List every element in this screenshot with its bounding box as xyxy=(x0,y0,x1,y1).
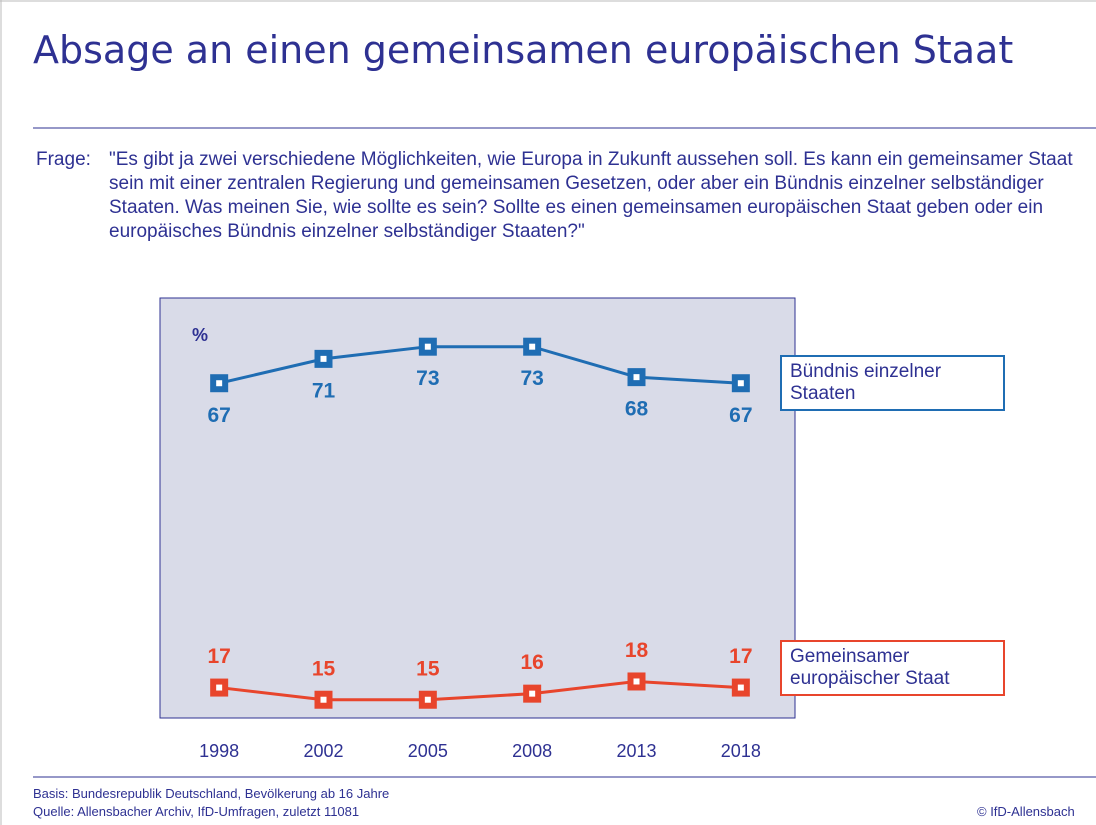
marker-center xyxy=(320,355,327,362)
x-tick-label: 2013 xyxy=(616,741,656,761)
marker-center xyxy=(424,343,431,350)
marker-center xyxy=(529,343,536,350)
footnote: Basis: Bundesrepublik Deutschland, Bevöl… xyxy=(33,786,390,801)
marker-center xyxy=(633,678,640,685)
marker-center xyxy=(529,690,536,697)
question-label: Frage: xyxy=(36,149,91,170)
x-tick-label: 2005 xyxy=(408,741,448,761)
y-label: % xyxy=(192,325,208,345)
legend-entry: Gemeinsamer europäischer Staat xyxy=(780,640,1005,696)
x-tick-label: 2002 xyxy=(303,741,343,761)
data-label: 18 xyxy=(625,639,649,662)
series-line xyxy=(218,679,741,702)
marker-center xyxy=(737,684,744,691)
x-tick-label: 2018 xyxy=(721,741,761,761)
data-label: 17 xyxy=(207,645,230,668)
title: Absage an einen gemeinsamen europäischen… xyxy=(33,28,1014,72)
plot-area xyxy=(159,297,796,719)
x-tick-label: 1998 xyxy=(199,741,239,761)
copyright: © IfD-Allensbach xyxy=(977,804,1075,819)
series-line xyxy=(218,345,741,385)
marker-center xyxy=(424,696,431,703)
question: Frage: "Es gibt ja zwei verschiedene Mög… xyxy=(36,148,1086,244)
marker-center xyxy=(737,380,744,387)
marker-center xyxy=(216,380,223,387)
data-label: 71 xyxy=(312,379,336,402)
marker-center xyxy=(320,696,327,703)
marker-center xyxy=(633,374,640,381)
legend-entry: Bündnis einzelner Staaten xyxy=(780,355,1005,411)
data-label: 67 xyxy=(207,404,230,427)
question-text: "Es gibt ja zwei verschiedene Möglichkei… xyxy=(109,149,1073,242)
footnote: Quelle: Allensbacher Archiv, IfD-Umfrage… xyxy=(33,804,360,819)
data-label: 67 xyxy=(729,404,752,427)
data-label: 16 xyxy=(520,651,543,674)
x-tick-label: 2008 xyxy=(512,741,552,761)
data-label: 17 xyxy=(729,645,752,668)
data-label: 15 xyxy=(312,657,336,680)
data-label: 68 xyxy=(625,398,649,421)
data-label: 15 xyxy=(416,657,440,680)
data-label: 73 xyxy=(520,367,543,390)
data-label: 73 xyxy=(416,367,439,390)
marker-center xyxy=(216,684,223,691)
